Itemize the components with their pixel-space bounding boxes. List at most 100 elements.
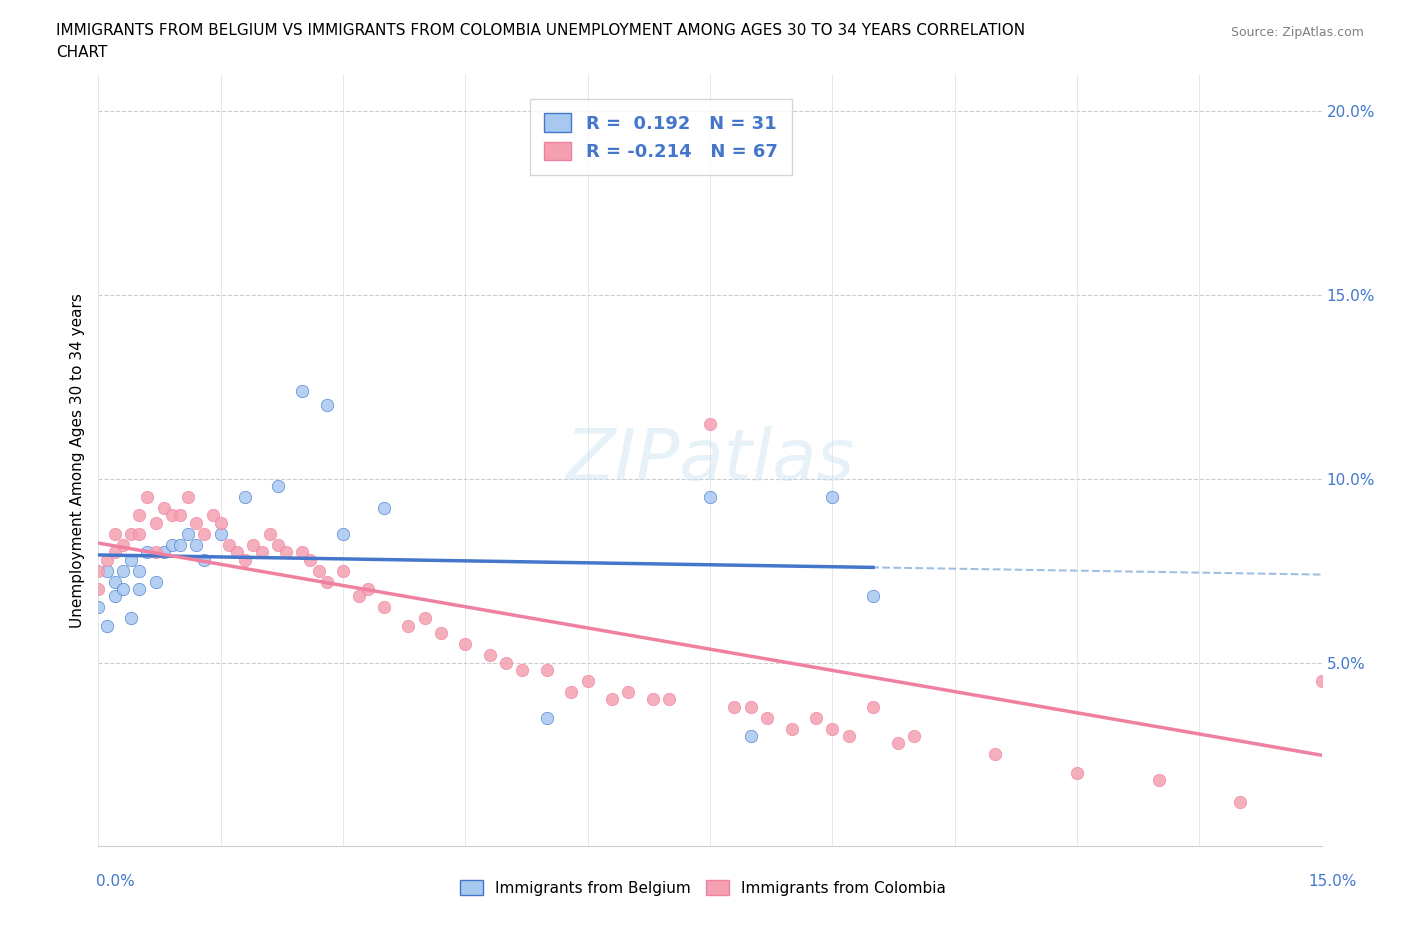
Point [699,490,721,505]
Point [1310,673,1333,688]
Point [356,581,378,596]
Point [536,711,558,725]
Legend: R =  0.192   N = 31, R = -0.214   N = 67: R = 0.192 N = 31, R = -0.214 N = 67 [530,99,792,176]
Point [315,398,337,413]
Point [136,545,159,560]
Point [332,526,354,541]
Point [120,526,142,541]
Point [862,589,884,604]
Point [128,526,150,541]
Point [96,618,118,633]
Point [104,545,127,560]
Point [104,574,127,589]
Point [169,538,191,552]
Point [250,545,273,560]
Point [128,508,150,523]
Point [413,611,436,626]
Point [512,662,534,677]
Point [209,526,232,541]
Point [903,728,925,743]
Y-axis label: Unemployment Among Ages 30 to 34 years: Unemployment Among Ages 30 to 34 years [69,293,84,628]
Point [145,574,167,589]
Text: CHART: CHART [56,45,108,60]
Point [349,589,371,604]
Point [160,508,183,523]
Point [291,545,314,560]
Point [145,545,167,560]
Point [111,581,134,596]
Point [111,564,134,578]
Point [740,728,762,743]
Point [120,611,142,626]
Point [576,673,599,688]
Point [291,383,314,398]
Text: 0.0%: 0.0% [96,874,135,889]
Point [186,538,208,552]
Point [96,552,118,567]
Point [617,684,640,699]
Point [1229,795,1251,810]
Point [430,626,453,641]
Point [274,545,297,560]
Point [104,589,127,604]
Point [740,699,762,714]
Point [308,564,330,578]
Legend: Immigrants from Belgium, Immigrants from Colombia: Immigrants from Belgium, Immigrants from… [454,873,952,902]
Point [87,600,110,615]
Point [160,538,183,552]
Point [821,722,844,737]
Point [201,508,224,523]
Point [186,515,208,530]
Point [658,692,681,707]
Point [886,736,908,751]
Point [169,508,191,523]
Point [756,711,779,725]
Point [87,581,110,596]
Point [862,699,884,714]
Point [332,564,354,578]
Point [209,515,232,530]
Point [641,692,664,707]
Point [104,526,127,541]
Point [87,564,110,578]
Point [267,538,290,552]
Point [177,490,200,505]
Point [233,490,256,505]
Point [242,538,264,552]
Point [233,552,256,567]
Point [1351,259,1374,273]
Text: ZIPatlas: ZIPatlas [565,426,855,495]
Point [145,515,167,530]
Text: IMMIGRANTS FROM BELGIUM VS IMMIGRANTS FROM COLOMBIA UNEMPLOYMENT AMONG AGES 30 T: IMMIGRANTS FROM BELGIUM VS IMMIGRANTS FR… [56,23,1025,38]
Point [315,574,337,589]
Point [96,564,118,578]
Point [177,526,200,541]
Point [152,500,174,515]
Text: 15.0%: 15.0% [1309,874,1357,889]
Point [560,684,582,699]
Point [267,479,290,494]
Point [128,564,150,578]
Text: Source: ZipAtlas.com: Source: ZipAtlas.com [1230,26,1364,39]
Point [838,728,860,743]
Point [536,662,558,677]
Point [600,692,623,707]
Point [226,545,249,560]
Point [120,552,142,567]
Point [218,538,240,552]
Point [780,722,803,737]
Point [136,490,159,505]
Point [373,500,395,515]
Point [396,618,419,633]
Point [478,647,501,662]
Point [1066,765,1088,780]
Point [984,747,1007,762]
Point [1147,773,1170,788]
Point [259,526,281,541]
Point [299,552,322,567]
Point [193,526,215,541]
Point [193,552,215,567]
Point [699,416,721,431]
Point [152,545,174,560]
Point [111,538,134,552]
